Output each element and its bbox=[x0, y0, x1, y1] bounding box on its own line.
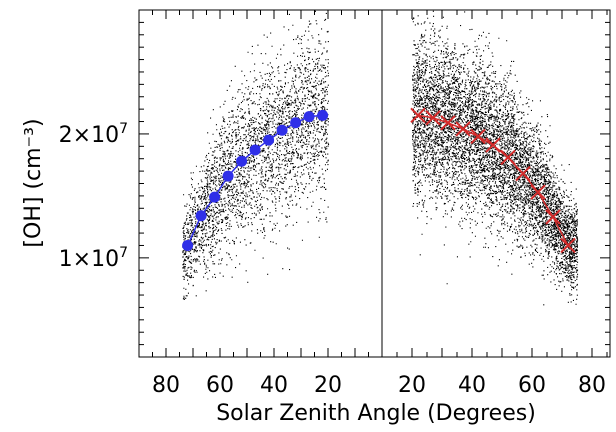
data-point bbox=[545, 209, 561, 225]
x-tick-label: 60 bbox=[206, 373, 234, 398]
data-point bbox=[303, 111, 315, 123]
minor-ticks bbox=[139, 21, 610, 346]
data-point bbox=[209, 191, 221, 203]
data-point bbox=[485, 137, 501, 153]
data-point bbox=[515, 165, 531, 182]
scatter-points bbox=[182, 10, 330, 300]
data-point bbox=[317, 109, 329, 121]
x-tick-label: 20 bbox=[314, 373, 342, 398]
data-point bbox=[182, 239, 194, 251]
data-point bbox=[425, 110, 441, 126]
x-tick-label: 60 bbox=[518, 373, 546, 398]
data-point bbox=[410, 107, 426, 124]
scatter-cloud-right bbox=[412, 10, 579, 306]
x-axis-label: Solar Zenith Angle (Degrees) bbox=[216, 401, 536, 426]
data-point bbox=[236, 155, 248, 167]
series-left-binned-mean bbox=[182, 109, 329, 251]
x-tick-label: 40 bbox=[458, 373, 486, 398]
data-point bbox=[249, 144, 261, 156]
data-point bbox=[276, 124, 288, 136]
data-point bbox=[290, 117, 302, 129]
x-tick-label: 80 bbox=[152, 373, 180, 398]
data-point bbox=[263, 134, 275, 146]
y-tick-label: 2×107 bbox=[59, 121, 128, 148]
x-tick-label: 80 bbox=[578, 373, 606, 398]
x-axis-ticks: 80 60 40 20 20 40 60 80 bbox=[152, 10, 608, 398]
y-tick-label: 1×107 bbox=[59, 245, 128, 272]
x-tick-label: 40 bbox=[260, 373, 288, 398]
data-point bbox=[455, 121, 471, 137]
x-tick-label: 20 bbox=[398, 373, 426, 398]
data-point bbox=[500, 149, 516, 166]
data-point bbox=[195, 210, 207, 222]
y-axis-ticks: 1×107 2×107 bbox=[59, 121, 610, 272]
data-point bbox=[560, 237, 576, 254]
series-right-binned-mean bbox=[410, 107, 576, 254]
data-point bbox=[440, 115, 456, 131]
data-point bbox=[222, 170, 234, 182]
scatter-cloud-left bbox=[182, 10, 330, 300]
data-point bbox=[470, 128, 486, 145]
data-point bbox=[530, 184, 546, 200]
y-axis-label: [OH] (cm⁻³) bbox=[21, 118, 46, 247]
scatter-points bbox=[412, 10, 579, 306]
